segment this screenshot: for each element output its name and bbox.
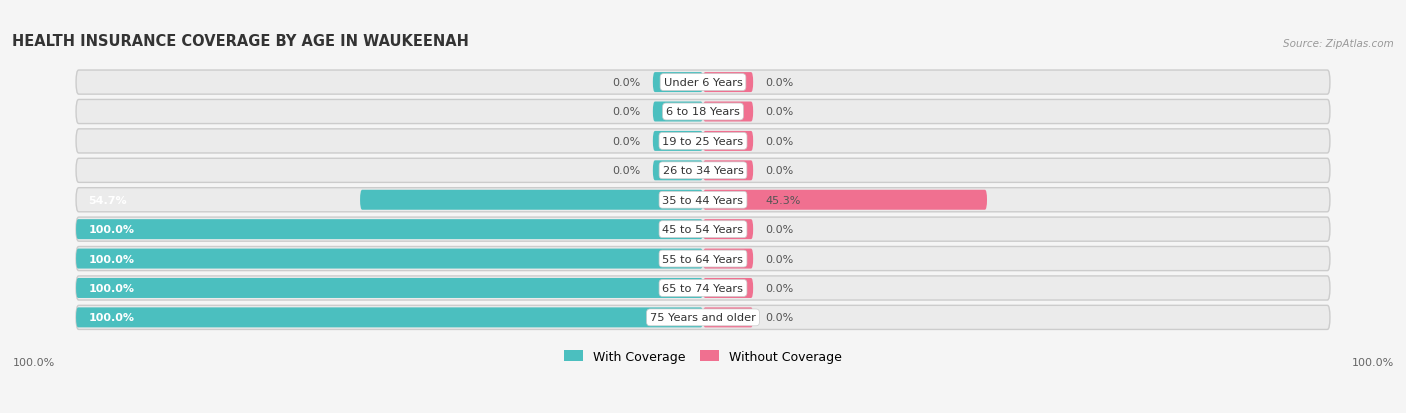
FancyBboxPatch shape bbox=[76, 159, 1330, 183]
Text: 65 to 74 Years: 65 to 74 Years bbox=[662, 283, 744, 293]
FancyBboxPatch shape bbox=[703, 308, 754, 328]
Text: 35 to 44 Years: 35 to 44 Years bbox=[662, 195, 744, 205]
Text: 6 to 18 Years: 6 to 18 Years bbox=[666, 107, 740, 117]
Text: 26 to 34 Years: 26 to 34 Years bbox=[662, 166, 744, 176]
Text: 100.0%: 100.0% bbox=[89, 225, 135, 235]
Text: 0.0%: 0.0% bbox=[766, 107, 794, 117]
Text: 100.0%: 100.0% bbox=[89, 313, 135, 323]
FancyBboxPatch shape bbox=[652, 161, 703, 181]
FancyBboxPatch shape bbox=[76, 306, 1330, 330]
FancyBboxPatch shape bbox=[76, 247, 1330, 271]
Text: 0.0%: 0.0% bbox=[612, 78, 640, 88]
Text: 100.0%: 100.0% bbox=[1351, 358, 1393, 368]
Text: 45.3%: 45.3% bbox=[766, 195, 801, 205]
FancyBboxPatch shape bbox=[76, 130, 1330, 154]
Text: 0.0%: 0.0% bbox=[766, 225, 794, 235]
FancyBboxPatch shape bbox=[76, 218, 1330, 242]
FancyBboxPatch shape bbox=[76, 249, 703, 269]
Text: 100.0%: 100.0% bbox=[89, 283, 135, 293]
Text: 0.0%: 0.0% bbox=[766, 166, 794, 176]
FancyBboxPatch shape bbox=[652, 132, 703, 152]
Text: 0.0%: 0.0% bbox=[612, 137, 640, 147]
Text: 0.0%: 0.0% bbox=[766, 313, 794, 323]
Text: 0.0%: 0.0% bbox=[766, 254, 794, 264]
FancyBboxPatch shape bbox=[703, 190, 987, 210]
Text: 0.0%: 0.0% bbox=[766, 137, 794, 147]
FancyBboxPatch shape bbox=[652, 102, 703, 122]
Text: Source: ZipAtlas.com: Source: ZipAtlas.com bbox=[1282, 38, 1393, 49]
FancyBboxPatch shape bbox=[703, 73, 754, 93]
FancyBboxPatch shape bbox=[76, 188, 1330, 212]
Text: HEALTH INSURANCE COVERAGE BY AGE IN WAUKEENAH: HEALTH INSURANCE COVERAGE BY AGE IN WAUK… bbox=[13, 33, 470, 49]
Text: 0.0%: 0.0% bbox=[766, 78, 794, 88]
Text: 19 to 25 Years: 19 to 25 Years bbox=[662, 137, 744, 147]
FancyBboxPatch shape bbox=[76, 220, 703, 240]
Text: 45 to 54 Years: 45 to 54 Years bbox=[662, 225, 744, 235]
FancyBboxPatch shape bbox=[76, 100, 1330, 124]
FancyBboxPatch shape bbox=[76, 308, 703, 328]
Text: 0.0%: 0.0% bbox=[612, 166, 640, 176]
Text: Under 6 Years: Under 6 Years bbox=[664, 78, 742, 88]
Text: 100.0%: 100.0% bbox=[89, 254, 135, 264]
FancyBboxPatch shape bbox=[652, 73, 703, 93]
Text: 0.0%: 0.0% bbox=[612, 107, 640, 117]
FancyBboxPatch shape bbox=[360, 190, 703, 210]
FancyBboxPatch shape bbox=[703, 249, 754, 269]
FancyBboxPatch shape bbox=[76, 278, 703, 298]
FancyBboxPatch shape bbox=[703, 161, 754, 181]
FancyBboxPatch shape bbox=[703, 102, 754, 122]
Text: 55 to 64 Years: 55 to 64 Years bbox=[662, 254, 744, 264]
Legend: With Coverage, Without Coverage: With Coverage, Without Coverage bbox=[560, 345, 846, 368]
FancyBboxPatch shape bbox=[76, 71, 1330, 95]
Text: 54.7%: 54.7% bbox=[89, 195, 127, 205]
Text: 100.0%: 100.0% bbox=[13, 358, 55, 368]
FancyBboxPatch shape bbox=[703, 278, 754, 298]
FancyBboxPatch shape bbox=[76, 276, 1330, 300]
FancyBboxPatch shape bbox=[703, 220, 754, 240]
Text: 0.0%: 0.0% bbox=[766, 283, 794, 293]
Text: 75 Years and older: 75 Years and older bbox=[650, 313, 756, 323]
FancyBboxPatch shape bbox=[703, 132, 754, 152]
